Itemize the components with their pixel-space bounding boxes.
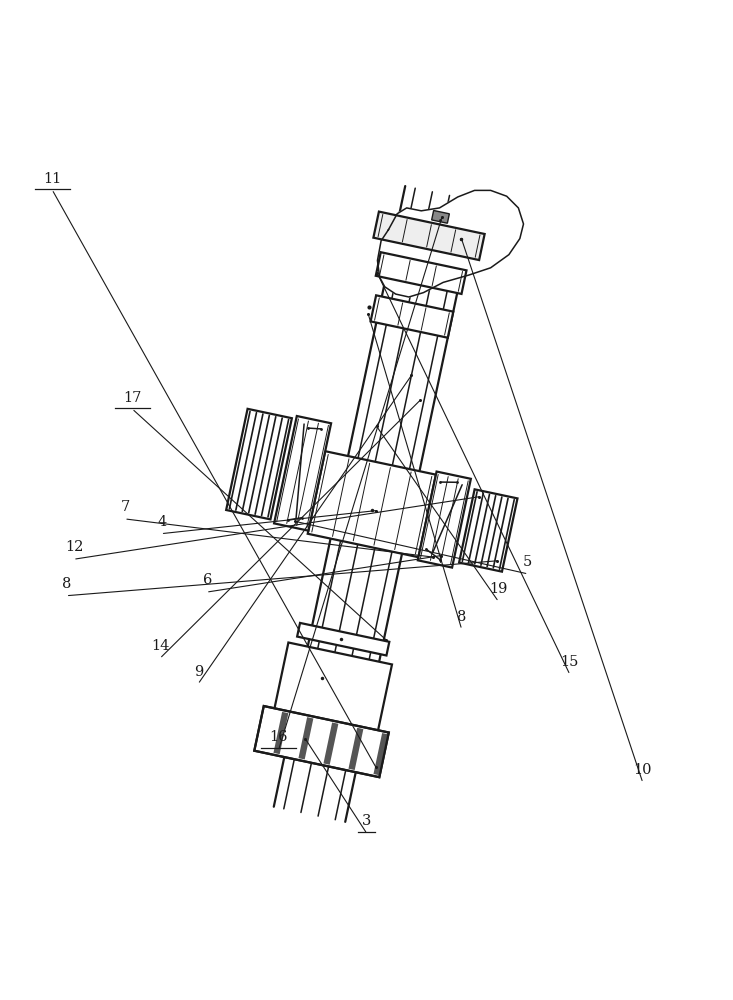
Text: 8: 8 — [457, 610, 466, 624]
Polygon shape — [393, 242, 403, 256]
Text: 11: 11 — [43, 172, 62, 186]
Polygon shape — [376, 252, 466, 294]
Polygon shape — [377, 190, 523, 297]
Text: 5: 5 — [523, 555, 531, 569]
Text: 4: 4 — [158, 515, 166, 529]
Polygon shape — [273, 712, 288, 754]
Text: 6: 6 — [202, 573, 212, 587]
Polygon shape — [274, 643, 392, 731]
Text: 3: 3 — [362, 814, 371, 828]
Text: 7: 7 — [121, 500, 130, 514]
Text: 9: 9 — [194, 665, 203, 679]
Text: 16: 16 — [270, 730, 288, 744]
Polygon shape — [308, 451, 436, 557]
Text: 8: 8 — [62, 577, 72, 591]
Polygon shape — [254, 706, 388, 777]
Polygon shape — [348, 728, 364, 770]
Polygon shape — [373, 733, 388, 775]
Text: 14: 14 — [152, 639, 170, 653]
Polygon shape — [274, 416, 331, 531]
Polygon shape — [373, 212, 485, 260]
Polygon shape — [432, 210, 449, 223]
Polygon shape — [416, 247, 427, 261]
Polygon shape — [226, 409, 292, 519]
Polygon shape — [418, 472, 471, 568]
Text: 10: 10 — [633, 763, 652, 777]
Text: 19: 19 — [489, 582, 507, 596]
Polygon shape — [297, 623, 389, 655]
Polygon shape — [323, 722, 339, 765]
Text: 12: 12 — [65, 540, 84, 554]
Text: 15: 15 — [560, 655, 578, 669]
Polygon shape — [438, 252, 449, 266]
Polygon shape — [371, 295, 453, 338]
Polygon shape — [298, 717, 314, 759]
Text: 17: 17 — [124, 391, 142, 405]
Polygon shape — [459, 489, 517, 572]
